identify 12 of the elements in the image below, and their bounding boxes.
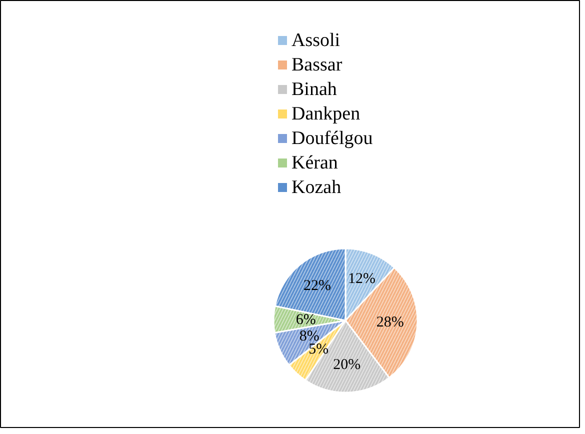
data-label: 28% [376, 314, 404, 331]
data-label: 6% [296, 312, 316, 328]
legend-label: Doufélgou [292, 128, 374, 149]
legend-label: Bassar [292, 54, 343, 76]
legend-label: Dankpen [292, 104, 361, 124]
data-label: 12% [348, 270, 376, 287]
legend-label: Assoli [292, 30, 340, 51]
legend-label: Binah [292, 79, 338, 100]
data-label: 20% [333, 357, 361, 374]
legend-label: Kozah [292, 177, 342, 198]
data-label: 22% [304, 278, 332, 294]
legend-label: Kéran [292, 152, 338, 174]
